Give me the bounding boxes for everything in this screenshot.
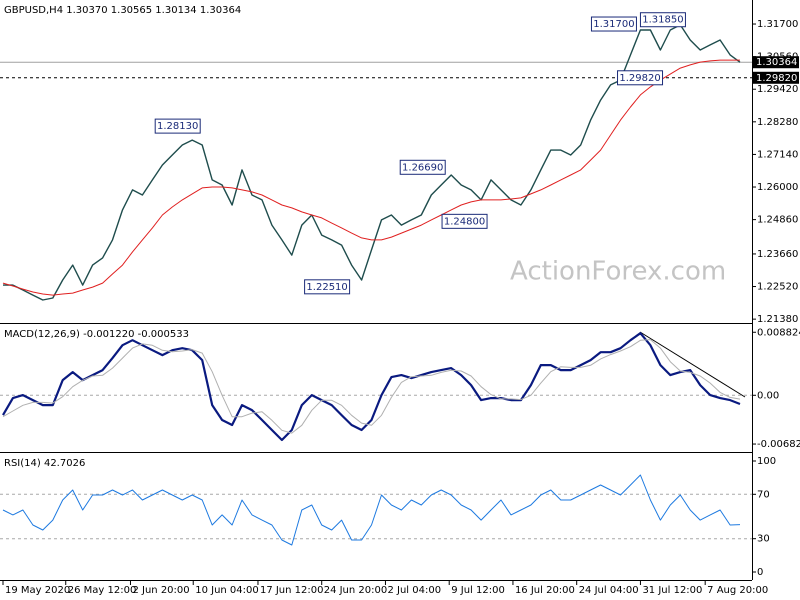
watermark: ActionForex.com <box>510 257 726 287</box>
y-tick-label: 1.26000 <box>757 182 798 193</box>
level-annotation: 1.26690 <box>402 162 443 173</box>
panel-frames <box>0 0 753 581</box>
y-tick-label: 0.008824 <box>757 327 800 338</box>
x-tick-label: 2 Jul 04:00 <box>387 585 441 596</box>
price-label: 1.29820 <box>756 73 797 84</box>
x-tick-label: 24 Jul 04:00 <box>579 585 639 596</box>
y-tick-label: 100 <box>757 456 776 467</box>
panel-title: MACD(12,26,9) -0.001220 -0.000533 <box>4 329 189 340</box>
price-label: 1.30364 <box>756 57 797 68</box>
x-tick-label: 10 Jun 04:00 <box>195 585 259 596</box>
x-tick-label: 24 Jun 20:00 <box>324 585 388 596</box>
series-line <box>2 332 741 442</box>
y-tick-label: 1.31700 <box>757 19 798 30</box>
level-annotation-box <box>617 70 664 86</box>
level-annotation-box <box>304 279 351 295</box>
y-tick-label: 1.27140 <box>757 149 798 160</box>
y-tick-label: 70 <box>757 489 770 500</box>
y-tick-label: 0.00 <box>757 390 779 401</box>
level-annotation-box <box>441 213 488 229</box>
y-tick-label: 1.24860 <box>757 215 798 226</box>
x-tick-label: 19 May 2020 <box>5 585 70 596</box>
level-annotation-box <box>399 159 446 175</box>
x-tick-label: 31 Jul 12:00 <box>642 585 702 596</box>
panel-title: RSI(14) 42.7026 <box>4 458 85 469</box>
x-tick-label: 16 Jul 20:00 <box>515 585 575 596</box>
y-tick-label: -0.006825 <box>757 439 800 450</box>
y-tick-label: 1.23660 <box>757 249 798 260</box>
level-annotation: 1.29820 <box>619 73 660 84</box>
price-label-box <box>753 71 799 84</box>
price-label-box <box>753 56 799 69</box>
x-tick-label: 7 Aug 20:00 <box>707 585 768 596</box>
level-annotation: 1.24800 <box>444 216 485 227</box>
series-line <box>2 59 740 296</box>
level-annotation: 1.22510 <box>306 282 347 293</box>
x-tick-label: 9 Jul 12:00 <box>451 585 505 596</box>
y-tick-label: 0 <box>757 567 763 578</box>
level-annotation-box <box>639 12 686 28</box>
level-annotation: 1.31700 <box>593 19 634 30</box>
y-tick-label: 1.29420 <box>757 84 798 95</box>
panel-title: GBPUSD,H4 1.30370 1.30565 1.30134 1.3036… <box>4 5 241 16</box>
level-annotation-box <box>590 16 637 32</box>
y-tick-label: 1.22520 <box>757 282 798 293</box>
level-annotation-box <box>154 118 201 134</box>
y-tick-label: 1.28280 <box>757 117 798 128</box>
series-line <box>2 474 741 546</box>
macd-trendline <box>639 331 746 398</box>
series-line <box>2 339 741 434</box>
y-tick-label: 30 <box>757 534 770 545</box>
level-annotation: 1.28130 <box>157 121 198 132</box>
x-tick-label: 26 May 12:00 <box>68 585 137 596</box>
x-tick-label: 2 Jun 20:00 <box>132 585 189 596</box>
x-tick-label: 17 Jun 12:00 <box>260 585 324 596</box>
level-annotation: 1.31850 <box>642 15 683 26</box>
y-tick-label: 1.21380 <box>757 314 798 325</box>
